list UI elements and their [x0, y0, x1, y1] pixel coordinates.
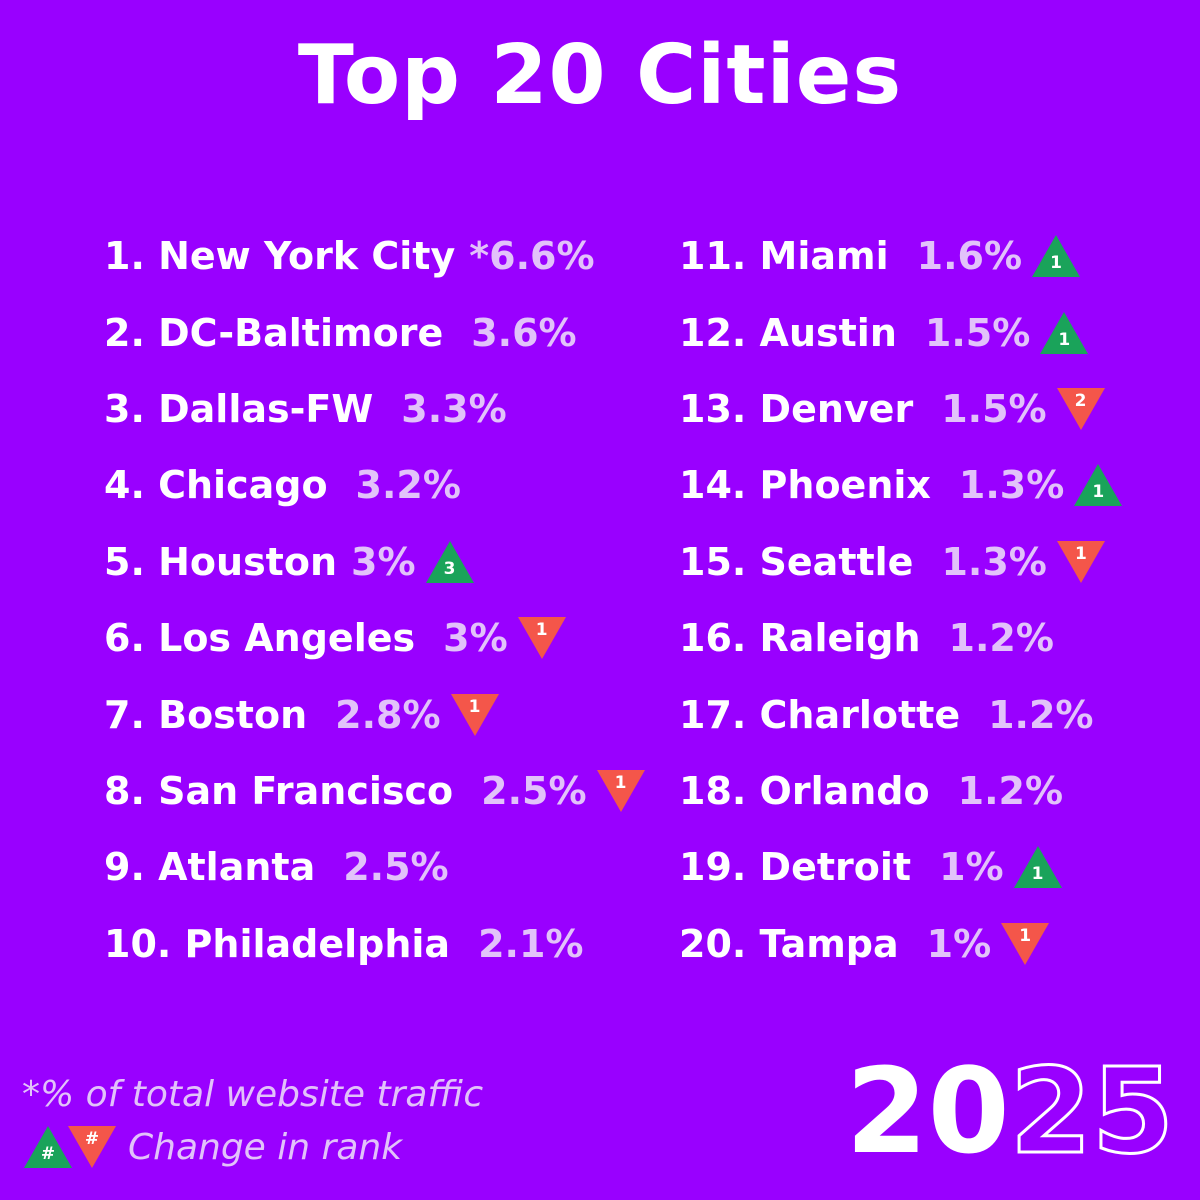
rank-up-triangle-icon: 1 [1030, 233, 1082, 279]
city-name: 5. Houston [104, 539, 338, 584]
city-row: 13. Denver 1.5% 2 [679, 371, 1124, 447]
city-traffic-percent: 3.2% [355, 463, 461, 508]
rank-down-triangle-icon: 1 [595, 768, 647, 814]
city-traffic-percent: 1% [926, 921, 992, 966]
city-traffic-percent: 2.1% [478, 921, 584, 966]
city-name: 9. Atlanta [104, 845, 316, 890]
rank-up-triangle-icon: 3 [424, 539, 476, 585]
rank-up-triangle-icon: 1 [1012, 844, 1064, 890]
legend-down-symbol: # [84, 1129, 100, 1149]
rank-change-value: 3 [443, 558, 456, 579]
legend-down-triangle-icon: # [66, 1124, 118, 1170]
city-traffic-percent: 1.6% [916, 234, 1023, 279]
city-row: 18. Orlando 1.2% [679, 753, 1124, 829]
page-title: Top 20 Cities [297, 28, 903, 123]
year-label: 2025 [846, 1051, 1176, 1172]
city-traffic-percent: 2.5% [481, 768, 587, 813]
legend: # # Change in rank [22, 1122, 402, 1172]
rank-change-value: 1 [468, 696, 481, 717]
city-row: 20. Tampa 1% 1 [679, 906, 1124, 982]
city-row: 3. Dallas-FW 3.3% [104, 371, 647, 447]
city-row: 16. Raleigh 1.2% [679, 600, 1124, 676]
city-name: 4. Chicago [104, 463, 328, 508]
city-row: 8. San Francisco 2.5% 1 [104, 753, 647, 829]
city-traffic-percent: 1.5% [941, 386, 1047, 431]
city-traffic-percent: 1.2% [948, 616, 1054, 661]
rank-down-triangle-icon: 1 [449, 692, 501, 738]
city-traffic-percent: 3% [443, 616, 508, 661]
rank-change-value: 1 [1031, 864, 1044, 885]
year-part-2: 25 [1008, 1042, 1175, 1180]
rank-down-triangle-icon: 1 [999, 921, 1051, 967]
city-traffic-percent: 3% [351, 539, 416, 584]
city-traffic-percent: 1% [939, 845, 1004, 890]
city-traffic-percent: 1.3% [958, 463, 1065, 508]
city-name: 1. New York City [104, 234, 456, 279]
city-traffic-percent: 1.3% [941, 539, 1047, 584]
city-name: 10. Philadelphia [104, 921, 451, 966]
rank-down-triangle-icon: 2 [1055, 386, 1107, 432]
city-traffic-percent: 1.5% [924, 310, 1031, 355]
city-row: 4. Chicago 3.2% [104, 447, 647, 523]
rank-up-triangle-icon: 1 [1038, 310, 1090, 356]
city-name: 7. Boston [104, 692, 308, 737]
city-name: 18. Orlando [679, 768, 930, 813]
city-row: 7. Boston 2.8% 1 [104, 676, 647, 752]
city-row: 2. DC-Baltimore 3.6% [104, 294, 647, 370]
rank-change-value: 2 [1074, 390, 1087, 411]
city-traffic-percent: 2.8% [335, 692, 441, 737]
city-row: 9. Atlanta 2.5% [104, 829, 647, 905]
city-name: 3. Dallas-FW [104, 386, 374, 431]
city-name: 14. Phoenix [679, 463, 931, 508]
city-row: 17. Charlotte 1.2% [679, 676, 1124, 752]
rank-change-value: 1 [1058, 329, 1071, 350]
rank-change-value: 1 [535, 620, 548, 641]
city-row: 19. Detroit 1% 1 [679, 829, 1124, 905]
city-name: 13. Denver [679, 386, 914, 431]
year-part-1: 20 [845, 1042, 1010, 1180]
city-name: 11. Miami [679, 234, 889, 279]
city-name: 8. San Francisco [104, 768, 454, 813]
city-name: 20. Tampa [679, 921, 899, 966]
city-row: 10. Philadelphia 2.1% [104, 906, 647, 982]
rank-up-triangle-icon: 1 [1072, 462, 1124, 508]
city-name: 16. Raleigh [679, 616, 921, 661]
rank-change-value: 1 [1050, 253, 1062, 274]
city-row: 5. Houston 3% 3 [104, 524, 647, 600]
city-name: 12. Austin [679, 310, 897, 355]
city-traffic-percent: 3.6% [471, 310, 577, 355]
city-traffic-percent: 1.2% [957, 768, 1064, 813]
city-name: 15. Seattle [679, 539, 914, 584]
city-row: 12. Austin 1.5% 1 [679, 294, 1124, 370]
city-traffic-percent: *6.6% [469, 234, 595, 279]
rank-down-triangle-icon: 1 [1055, 539, 1107, 585]
city-row: 1. New York City *6.6% [104, 218, 647, 294]
cities-column-right: 11. Miami 1.6% 1 12. Austin 1.5% 1 13. Denver 1… [679, 218, 1124, 982]
legend-up-symbol: # [40, 1144, 56, 1164]
city-name: 2. DC-Baltimore [104, 310, 444, 355]
rank-change-value: 1 [614, 772, 627, 793]
city-name: 19. Detroit [679, 845, 912, 890]
footnote: *% of total website traffic [22, 1074, 484, 1115]
city-traffic-percent: 1.2% [988, 692, 1094, 737]
rank-change-value: 1 [1019, 925, 1032, 946]
city-traffic-percent: 3.3% [401, 386, 507, 431]
city-name: 17. Charlotte [679, 692, 961, 737]
rank-change-value: 1 [1092, 482, 1105, 503]
rank-change-value: 1 [1074, 543, 1087, 564]
city-row: 6. Los Angeles 3% 1 [104, 600, 647, 676]
city-row: 11. Miami 1.6% 1 [679, 218, 1124, 294]
legend-up-triangle-icon: # [22, 1124, 74, 1170]
city-row: 15. Seattle 1.3% 1 [679, 524, 1124, 600]
cities-column-left: 1. New York City *6.6% 2. DC-Baltimore 3.6%… [104, 218, 647, 982]
city-traffic-percent: 2.5% [343, 845, 449, 890]
rank-down-triangle-icon: 1 [516, 615, 568, 661]
city-name: 6. Los Angeles [104, 616, 416, 661]
city-row: 14. Phoenix 1.3% 1 [679, 447, 1124, 523]
legend-text: Change in rank [128, 1126, 403, 1168]
